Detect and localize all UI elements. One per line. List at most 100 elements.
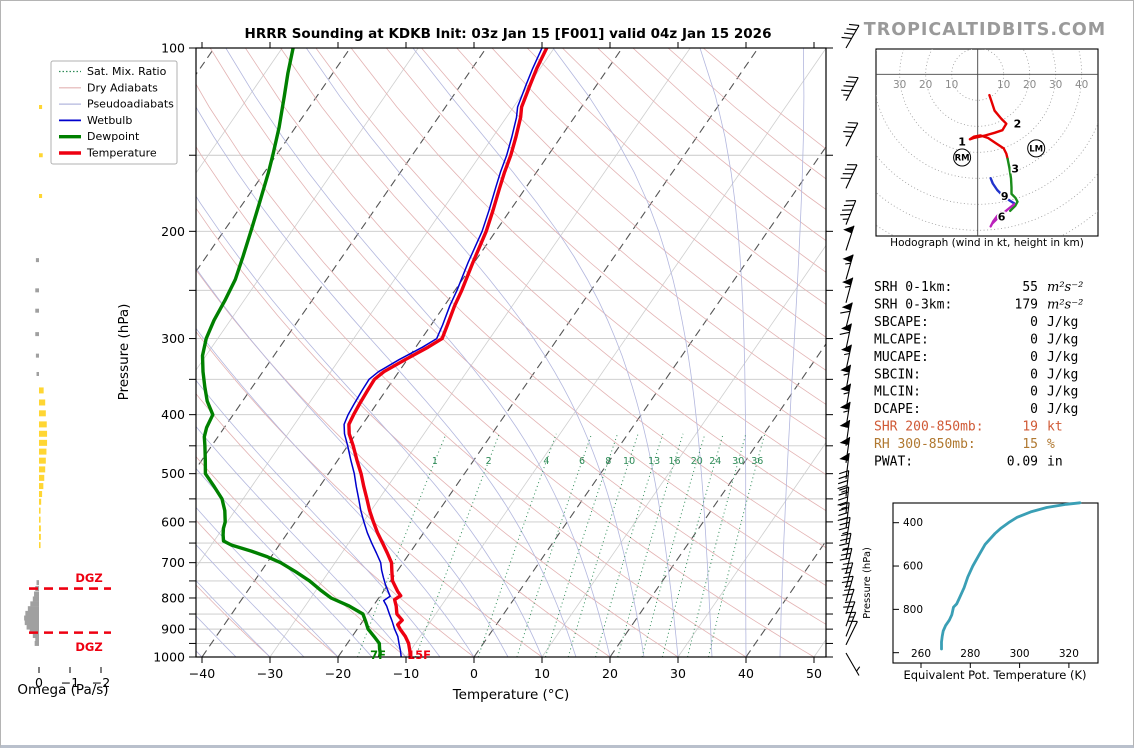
index-value: 15 [1022, 437, 1038, 452]
barb-full [841, 36, 852, 40]
dry-adiabat-line [196, 83, 815, 657]
barb-full [848, 23, 860, 27]
barb-full [841, 567, 852, 570]
dry-adiabat-line [456, 48, 826, 371]
dry-adiabat-line [421, 48, 826, 405]
omega-bar [39, 507, 41, 514]
omega-bar [39, 516, 41, 523]
omega-bar [32, 633, 39, 639]
pressure-axis-label: Pressure (hPa) [116, 304, 132, 401]
dry-adiabat-line [196, 269, 611, 657]
y-tick-label: 300 [161, 331, 185, 346]
barb-full [841, 532, 852, 537]
barb-full [841, 580, 852, 584]
height-marker: 6 [998, 210, 1006, 223]
isotherm-line [405, 48, 826, 657]
barb-pennant [841, 344, 852, 353]
barb-staff [845, 453, 850, 479]
omega-bar [39, 105, 43, 110]
pseudoadiabat-line [196, 195, 543, 657]
theta-e-pressure-label: Pressure (hPa) [862, 547, 873, 619]
dry-adiabat-line [350, 48, 826, 476]
omega-bar [39, 542, 41, 549]
ring-label-left: 30 [893, 79, 906, 91]
pseudoadiabat-line [196, 506, 339, 657]
theta-e-y-label: 400 [903, 517, 923, 529]
barb-pennant [839, 401, 851, 410]
pseudoadiabat-line [196, 425, 407, 657]
dry-adiabat-line [196, 145, 747, 657]
omega-tick-label: −2 [92, 675, 110, 690]
barb-half [843, 373, 850, 376]
barb-full [840, 310, 851, 314]
barb-staff [845, 254, 854, 280]
barb-full [839, 470, 849, 475]
barb-full [840, 516, 851, 521]
isotherm-line [745, 540, 826, 657]
wind-barb [839, 547, 853, 574]
barb-half [842, 531, 848, 535]
isotherm-line [196, 48, 419, 371]
barb-half [844, 571, 851, 574]
profile-curves [200, 48, 549, 657]
barb-pennant [839, 437, 850, 446]
barb-staff [845, 277, 854, 303]
barb-full [838, 491, 849, 496]
index-label: DCAPE: [874, 402, 921, 417]
hodograph-caption: Hodograph (wind in kt, height in km) [890, 237, 1084, 249]
omega-bar [34, 591, 39, 597]
indices-panel: SRH 0-1km: 55 m²s⁻² SRH 0-3km: 179 m²s⁻² SBCAP… [874, 280, 1083, 470]
mixing-ratio-label: 2 [486, 456, 492, 467]
barb-staff [845, 601, 856, 627]
wind-barb [840, 164, 858, 189]
surface-dewpoint-label: 7F [370, 648, 386, 662]
dgz-label-top: DGZ [75, 571, 102, 585]
omega-bar [35, 288, 39, 293]
barb-full [838, 496, 848, 501]
mixing-ratio-line [545, 433, 618, 657]
x-tick-label: −30 [257, 666, 283, 681]
barb-staff [845, 344, 852, 371]
barb-full [846, 28, 857, 31]
omega-bar [39, 399, 46, 406]
x-tick-label: −40 [189, 666, 215, 681]
barb-staff [845, 25, 860, 49]
barb-full [838, 526, 849, 531]
index-value: 0.09 [1007, 455, 1038, 470]
omega-bar [39, 430, 48, 437]
mixing-ratio-label: 10 [623, 456, 635, 467]
dry-adiabat-line [196, 584, 271, 657]
wetbulb-curve [343, 48, 543, 657]
mixing-ratio-label: 16 [668, 456, 680, 467]
wind-barb [841, 23, 860, 49]
barb-full [839, 502, 850, 507]
index-label: RH 300-850mb: [874, 437, 976, 452]
y-tick-label: 100 [161, 41, 185, 56]
mixing-ratio-label: 20 [691, 456, 703, 467]
theta-e-x-label: 300 [1010, 648, 1030, 660]
dry-adiabat-line [196, 331, 543, 657]
hodograph-inner: 30 20 10 10 20 30 40 1 2 3 9 6 RM LM [876, 49, 1098, 236]
isotherm-line [337, 48, 759, 657]
y-tick-label: 700 [161, 555, 185, 570]
dry-adiabat-line [196, 519, 339, 657]
omega-bar [39, 194, 43, 199]
pseudoadiabat-line [412, 48, 679, 657]
barb-full [848, 76, 859, 79]
mixing-ratio-label: 24 [709, 456, 721, 467]
x-tick-label: 0 [470, 666, 478, 681]
barb-pennant [841, 302, 853, 311]
skewt-axes: −40 −30 −20 −10 0 10 20 30 40 50 100 200 300 400 500 60… [153, 41, 833, 681]
barb-full [839, 542, 850, 546]
barb-staff [845, 164, 858, 189]
omega-bar [39, 439, 48, 446]
ring-label-right: 20 [1023, 79, 1036, 91]
hodograph-trace-0-3km [968, 93, 1009, 160]
temperature-curve [347, 48, 549, 657]
omega-bar [39, 491, 43, 498]
omega-bar [25, 610, 39, 616]
barb-full [839, 486, 849, 491]
index-unit: J/kg [1047, 315, 1078, 330]
pseudoadiabat-line [779, 48, 805, 657]
